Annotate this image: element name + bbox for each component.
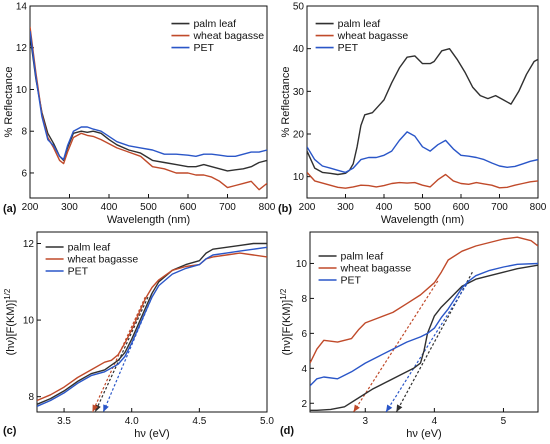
x-tick-label: 500 [414, 202, 431, 213]
plot-area [30, 26, 267, 191]
plot-frame [36, 231, 268, 413]
series-line-PET [310, 262, 538, 387]
tangent-arrowhead [353, 404, 360, 412]
tangent-line [102, 296, 153, 412]
legend-entry: wheat bagasse [337, 30, 409, 42]
tangent-line [395, 271, 473, 412]
plot-area [37, 242, 267, 412]
panel-label: (c) [3, 425, 17, 437]
x-tick-label: 800 [259, 202, 276, 213]
y-axis-label: (hν)[F(KM)]1/2 [279, 288, 293, 355]
y-tick-label: 10 [23, 316, 35, 327]
series-line-PET [307, 131, 538, 174]
y-axis-label: % Reflectance [280, 67, 292, 138]
series-line-wheat-bagasse [37, 252, 267, 402]
x-tick-label: 4.5 [192, 416, 206, 427]
y-tick-label: 8 [28, 392, 34, 403]
y-axis-label: % Reflectance [3, 67, 15, 138]
y-tick-label: 10 [16, 85, 28, 96]
x-tick-label: 700 [219, 202, 236, 213]
legend-entry: wheat bagasse [67, 254, 139, 266]
tangent-arrowhead [396, 404, 403, 412]
y-axis-label-superscript: 1/2 [279, 288, 288, 300]
y-tick-label: 10 [296, 259, 308, 270]
x-tick-label: 5 [501, 416, 507, 427]
x-tick-label: 4 [432, 416, 438, 427]
x-axis-label: Wavelength (nm) [107, 214, 190, 226]
x-tick-label: 3 [362, 416, 368, 427]
legend-entry: palm leaf [68, 242, 111, 254]
x-tick-label: 200 [22, 202, 39, 213]
y-tick-label: 30 [293, 87, 305, 98]
x-tick-label: 5.0 [260, 416, 274, 427]
x-axis-label: hν (eV) [406, 428, 441, 440]
x-tick-label: 4.0 [125, 416, 139, 427]
y-tick-label: 10 [293, 172, 305, 183]
y-tick-label: 14 [16, 2, 28, 13]
y-axis-label: (hν)[F(KM)]1/2 [3, 288, 17, 355]
y-tick-label: 6 [21, 168, 27, 179]
tangent-line [94, 296, 149, 412]
plot-frame [309, 231, 539, 413]
tangent-arrowhead [386, 404, 393, 412]
panel-label: (a) [3, 203, 17, 215]
y-tick-label: 8 [301, 294, 307, 305]
x-tick-label: 700 [491, 202, 508, 213]
series-line-palm-leaf [37, 242, 267, 405]
legend-entry: palm leaf [193, 18, 236, 30]
y-tick-label: 2 [301, 399, 307, 410]
tangent-line [385, 280, 470, 412]
y-tick-label: 50 [293, 2, 305, 13]
legend-entry: palm leaf [341, 251, 384, 263]
legend-entry: PET [68, 266, 89, 278]
panel-label: (d) [280, 425, 294, 437]
panel-2: 200 300 400 500 600 700 800 10 20 30 40 50 Wavelengt… [278, 2, 547, 227]
legend-entry: wheat bagasse [192, 30, 264, 42]
y-tick-label: 20 [293, 130, 305, 141]
tangent-arrowhead [92, 404, 99, 412]
series-line-PET [37, 246, 267, 407]
panel-3: 3.5 4.0 4.5 5.0 8 10 12 hν (eV) (hν)[F(KM)]1/2 (c… [3, 231, 274, 440]
y-tick-label: 12 [16, 43, 28, 54]
y-tick-label: 12 [23, 239, 35, 250]
series-line-PET [30, 30, 267, 161]
x-tick-label: 600 [453, 202, 470, 213]
legend-entry: PET [338, 42, 359, 54]
panel-1: 200 300 400 500 600 700 800 6 8 10 12 14 Wavelength … [3, 2, 276, 227]
legend-entry: PET [193, 42, 214, 54]
plot-area [310, 236, 538, 412]
x-tick-label: 500 [140, 202, 157, 213]
y-tick-label: 40 [293, 44, 305, 55]
x-tick-label: 200 [299, 202, 316, 213]
y-axis-label-superscript: 1/2 [3, 288, 12, 300]
series-line-wheat-bagasse [310, 236, 538, 364]
series-line-wheat-bagasse [30, 26, 267, 191]
y-tick-label: 8 [21, 127, 27, 138]
tangent-line [353, 280, 439, 412]
tangent-arrowhead [103, 404, 109, 412]
x-tick-label: 800 [530, 202, 547, 213]
x-tick-label: 400 [101, 202, 118, 213]
panel-4: 3 4 5 2 4 6 8 10 hν (eV) (hν)[F(KM)]1/2 (d) palm le… [279, 231, 539, 440]
x-tick-label: 400 [376, 202, 393, 213]
series-line-palm-leaf [310, 264, 538, 411]
y-tick-label: 6 [301, 329, 307, 340]
series-line-palm-leaf [307, 48, 538, 176]
x-axis-label: hν (eV) [134, 428, 169, 440]
x-tick-label: 3.5 [57, 416, 71, 427]
x-tick-label: 300 [61, 202, 78, 213]
legend-entry: PET [341, 275, 362, 287]
x-axis-label: Wavelength (nm) [381, 214, 464, 226]
x-tick-label: 300 [337, 202, 354, 213]
panel-label: (b) [278, 203, 292, 215]
series-line-wheat-bagasse [307, 171, 538, 189]
legend-entry: wheat bagasse [340, 263, 412, 275]
y-tick-label: 4 [301, 364, 307, 375]
plot-area [307, 48, 538, 189]
legend-entry: palm leaf [338, 18, 381, 30]
x-tick-label: 600 [180, 202, 197, 213]
